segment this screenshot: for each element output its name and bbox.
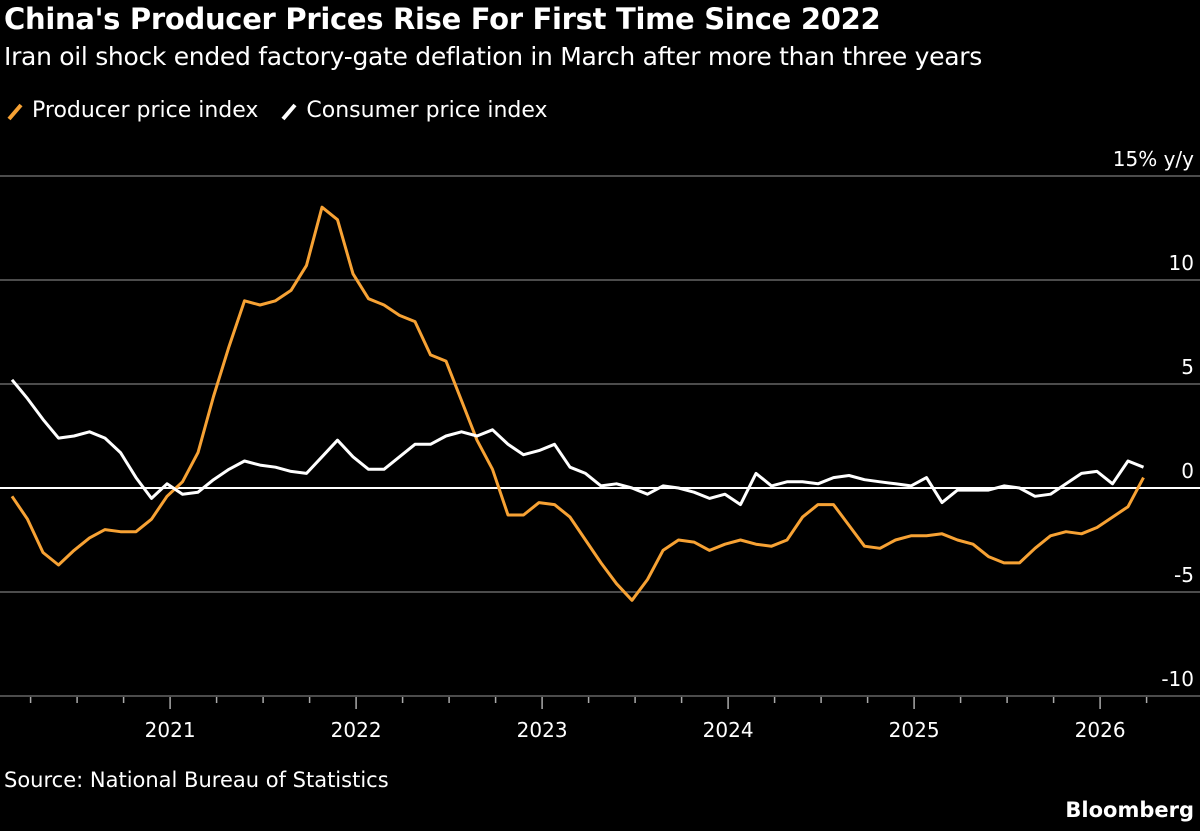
plot-area: 15% y/y 10 5 0 -5 -10 2021 2022 2023 2024 2025 2026: [0, 147, 1200, 742]
legend-item-cpi: Consumer price index: [280, 98, 548, 123]
cpi-swatch-icon: [281, 103, 297, 120]
x-tick-label: 2022: [331, 718, 382, 742]
x-tick-label: 2023: [517, 718, 568, 742]
bloomberg-logo: Bloomberg: [1065, 798, 1194, 822]
ppi-swatch-icon: [7, 103, 23, 120]
legend-label-cpi: Consumer price index: [306, 98, 548, 123]
y-tick-label: 15% y/y: [1113, 147, 1194, 171]
source-note: Source: National Bureau of Statistics: [4, 768, 389, 792]
chart-subtitle: Iran oil shock ended factory-gate deflat…: [4, 42, 982, 71]
ppi-line: [10, 205, 1145, 602]
legend-label-ppi: Producer price index: [32, 98, 259, 123]
y-tick-label: -10: [1161, 667, 1194, 691]
y-tick-label: 0: [1181, 459, 1194, 483]
x-tick-label: 2026: [1075, 718, 1126, 742]
legend: Producer price index Consumer price inde…: [6, 98, 548, 123]
y-tick-label: -5: [1174, 563, 1194, 587]
y-tick-label: 5: [1181, 355, 1194, 379]
legend-item-ppi: Producer price index: [6, 98, 258, 123]
x-tick-label: 2025: [889, 718, 940, 742]
x-tick-label: 2021: [145, 718, 196, 742]
y-tick-label: 10: [1169, 251, 1194, 275]
chart-title: China's Producer Prices Rise For First T…: [4, 2, 881, 36]
cpi-line: [10, 378, 1145, 507]
x-tick-label: 2024: [703, 718, 754, 742]
